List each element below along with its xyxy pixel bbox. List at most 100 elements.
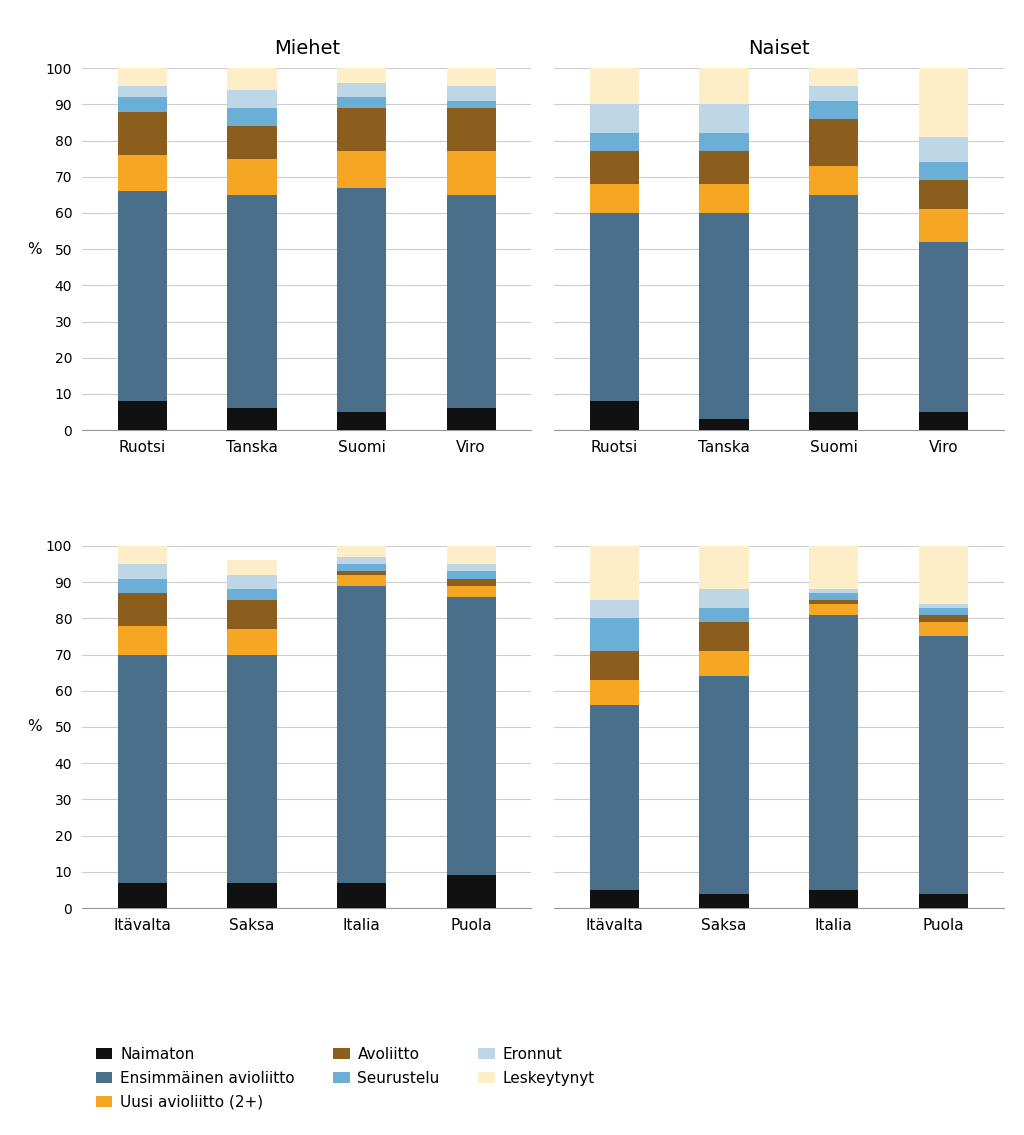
Bar [337, 564, 386, 571]
Bar [919, 68, 968, 137]
Bar [590, 705, 639, 890]
Bar [919, 607, 968, 615]
Bar [699, 622, 749, 651]
Bar [809, 589, 858, 594]
Bar [227, 68, 276, 90]
Bar [118, 111, 167, 155]
Bar [446, 571, 496, 579]
Bar [337, 412, 386, 430]
Bar [227, 90, 276, 108]
Bar [699, 676, 749, 893]
Bar [446, 564, 496, 571]
Bar [809, 604, 858, 615]
Bar [699, 893, 749, 908]
Bar [118, 98, 167, 111]
Bar [809, 600, 858, 604]
Bar [118, 68, 167, 86]
Bar [337, 98, 386, 108]
Bar [590, 600, 639, 619]
Bar [446, 68, 496, 86]
Bar [699, 419, 749, 430]
Bar [337, 575, 386, 586]
Bar [590, 680, 639, 705]
Bar [446, 579, 496, 586]
Bar [337, 68, 386, 83]
Bar [337, 571, 386, 575]
Bar [227, 561, 276, 575]
Bar [699, 607, 749, 622]
Legend: Naimaton, Ensimmäinen avioliitto, Uusi avioliitto (2+), Avoliitto, Seurustelu, E: Naimaton, Ensimmäinen avioliitto, Uusi a… [89, 1041, 601, 1116]
Bar [446, 597, 496, 875]
Bar [446, 875, 496, 908]
Bar [446, 108, 496, 151]
Bar [446, 586, 496, 597]
Bar [590, 104, 639, 133]
Bar [227, 883, 276, 908]
Bar [446, 195, 496, 409]
Bar [337, 883, 386, 908]
Bar [590, 151, 639, 184]
Y-axis label: %: % [28, 242, 42, 257]
Bar [118, 655, 167, 883]
Bar [337, 151, 386, 187]
Bar [227, 589, 276, 600]
Bar [446, 101, 496, 108]
Bar [809, 166, 858, 195]
Bar [699, 589, 749, 607]
Bar [118, 546, 167, 564]
Bar [809, 68, 858, 86]
Bar [809, 412, 858, 430]
Bar [590, 184, 639, 213]
Bar [118, 155, 167, 191]
Bar [118, 564, 167, 579]
Bar [919, 637, 968, 893]
Bar [919, 162, 968, 180]
Bar [337, 108, 386, 151]
Bar [699, 104, 749, 133]
Bar [919, 622, 968, 637]
Bar [919, 546, 968, 604]
Bar [699, 68, 749, 104]
Bar [227, 409, 276, 430]
Bar [118, 86, 167, 98]
Bar [227, 655, 276, 883]
Bar [590, 619, 639, 651]
Bar [919, 137, 968, 162]
Bar [227, 629, 276, 655]
Bar [590, 401, 639, 430]
Bar [590, 68, 639, 104]
Bar [919, 242, 968, 412]
Bar [118, 191, 167, 401]
Bar [809, 101, 858, 119]
Bar [699, 213, 749, 419]
Bar [118, 401, 167, 430]
Bar [227, 600, 276, 629]
Bar [699, 546, 749, 589]
Bar [337, 83, 386, 98]
Title: Miehet: Miehet [273, 40, 340, 58]
Bar [118, 579, 167, 594]
Bar [590, 213, 639, 401]
Bar [699, 151, 749, 184]
Bar [590, 651, 639, 680]
Bar [227, 126, 276, 159]
Bar [590, 890, 639, 908]
Bar [919, 412, 968, 430]
Bar [446, 546, 496, 564]
Bar [446, 409, 496, 430]
Bar [809, 615, 858, 890]
Bar [809, 546, 858, 589]
Bar [919, 893, 968, 908]
Bar [118, 625, 167, 655]
Bar [699, 133, 749, 151]
Bar [118, 883, 167, 908]
Bar [919, 615, 968, 622]
Bar [809, 890, 858, 908]
Bar [809, 594, 858, 600]
Bar [919, 180, 968, 209]
Bar [590, 546, 639, 600]
Y-axis label: %: % [28, 720, 42, 734]
Bar [337, 586, 386, 883]
Bar [919, 209, 968, 242]
Bar [809, 195, 858, 412]
